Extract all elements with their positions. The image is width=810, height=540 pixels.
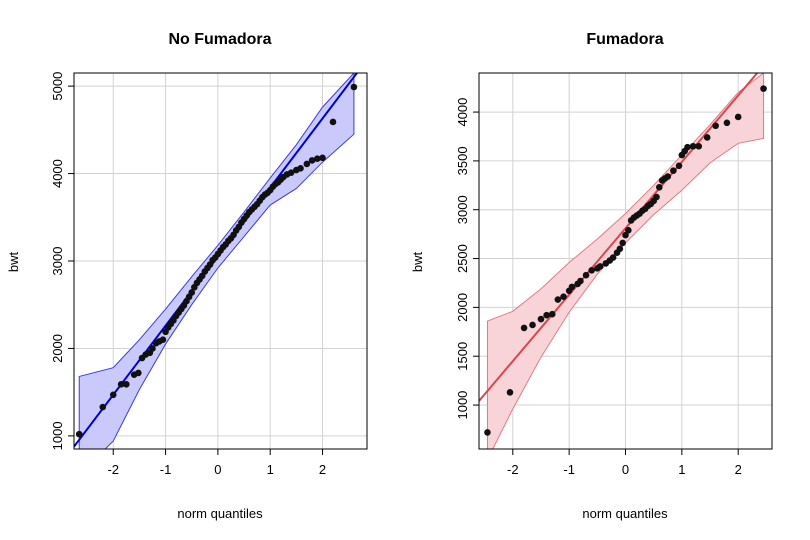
data-point (577, 277, 584, 285)
y-tick-label: 2000 (50, 334, 65, 363)
data-point (548, 310, 556, 318)
y-tick-label: 2500 (455, 244, 470, 273)
data-point (616, 245, 624, 253)
data-point (313, 155, 321, 162)
data-point (609, 254, 617, 261)
data-points (75, 83, 358, 438)
data-point (543, 311, 550, 319)
y-tick-label: 2000 (455, 293, 470, 322)
x-tick-label: 1 (678, 462, 685, 477)
data-point (308, 157, 316, 164)
data-point (670, 167, 677, 174)
data-points (484, 85, 767, 436)
data-point (625, 226, 632, 234)
data-point (554, 296, 562, 303)
x-tick-label: 2 (319, 462, 326, 477)
data-point (506, 389, 514, 396)
y-tick-label: 1500 (455, 342, 470, 371)
panel-no-fumadora: No Fumadora norm quantiles bwt -2 -1 0 1 2 10… (6, 31, 368, 521)
y-tick-label: 3000 (50, 247, 65, 276)
data-point (319, 154, 326, 162)
y-tick-label: 3000 (455, 195, 470, 224)
x-tick-label: -2 (107, 462, 119, 477)
y-tick-label: 5000 (50, 72, 65, 101)
data-point (520, 324, 528, 332)
data-point (484, 429, 491, 436)
data-point (287, 169, 295, 176)
data-point (675, 162, 683, 170)
data-point (149, 345, 156, 352)
confidence-band (486, 73, 765, 449)
y-tick-label: 1000 (455, 391, 470, 420)
data-point (303, 160, 311, 168)
x-tick-label: -2 (507, 462, 519, 477)
x-tick-label: -1 (160, 462, 172, 477)
data-point (297, 165, 304, 172)
data-point (159, 336, 167, 343)
data-point (568, 283, 576, 291)
data-point (588, 266, 595, 274)
reference-line (479, 73, 759, 402)
y-axis-label: bwt (6, 251, 21, 272)
data-point (656, 183, 663, 191)
data-point (123, 380, 130, 388)
data-point (622, 231, 629, 239)
x-tick-label: 1 (267, 462, 274, 477)
data-point (135, 369, 142, 377)
y-tick-label: 4000 (50, 159, 65, 188)
y-axis-label: bwt (410, 251, 425, 272)
data-point (560, 293, 567, 300)
data-point (350, 83, 358, 91)
x-axis-label: norm quantiles (582, 506, 668, 521)
data-point (109, 391, 117, 399)
x-tick-label: 0 (622, 462, 629, 477)
data-point (99, 403, 107, 411)
data-point (684, 143, 691, 151)
data-point (596, 263, 604, 270)
data-point (653, 193, 660, 201)
y-tick-label: 4000 (455, 98, 470, 127)
chart-title: No Fumadora (168, 31, 271, 48)
plot-area (479, 73, 767, 449)
data-point (664, 173, 672, 180)
x-axis-label: norm quantiles (177, 506, 263, 521)
data-point (734, 113, 742, 121)
y-tick-label: 1000 (50, 421, 65, 450)
x-tick-label: 0 (214, 462, 221, 477)
data-point (695, 142, 703, 150)
data-point (703, 134, 711, 141)
data-point (537, 315, 545, 323)
data-point (712, 122, 719, 130)
x-tick-label: 2 (735, 462, 742, 477)
data-point (75, 430, 83, 438)
data-point (689, 142, 697, 150)
data-point (117, 380, 125, 388)
data-point (329, 118, 337, 126)
data-point (619, 239, 626, 247)
y-tick-label: 3500 (455, 146, 470, 175)
panel-fumadora: Fumadora norm quantiles bwt -2 -1 0 1 2 1000 1… (410, 31, 773, 521)
x-tick-label: -1 (563, 462, 575, 477)
data-point (529, 321, 536, 329)
data-point (760, 85, 767, 92)
data-point (723, 119, 731, 127)
data-point (582, 271, 590, 279)
data-point (188, 289, 196, 296)
plot-area (74, 73, 359, 449)
chart-title: Fumadora (586, 31, 663, 48)
